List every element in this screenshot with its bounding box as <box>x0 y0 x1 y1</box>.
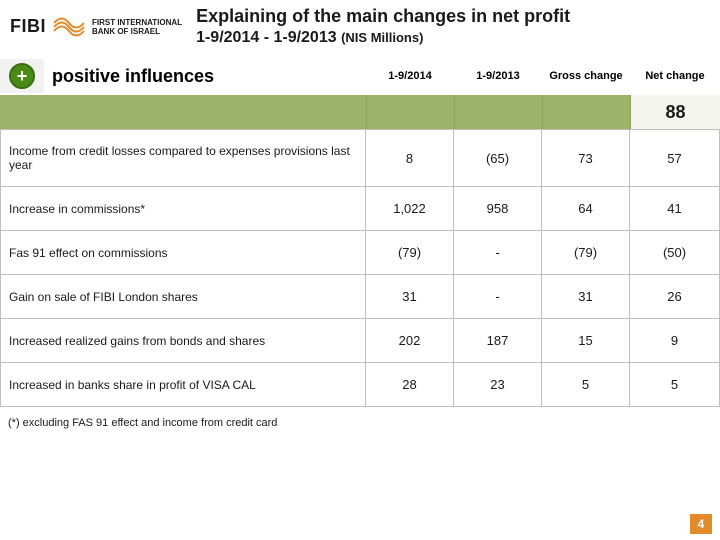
row-label: Income from credit losses compared to ex… <box>1 130 366 187</box>
table-cell: 5 <box>630 363 720 407</box>
table-cell: 64 <box>542 187 630 231</box>
col-header-2: 1-9/2013 <box>454 66 542 86</box>
title-units: (NIS Millions) <box>341 30 423 45</box>
col-header-4: Net change <box>630 66 720 86</box>
logo-icon <box>52 16 86 38</box>
table-cell: 31 <box>542 275 630 319</box>
table-row: Gain on sale of FIBI London shares31-312… <box>1 275 720 319</box>
table-cell: 26 <box>630 275 720 319</box>
row-label: Fas 91 effect on commissions <box>1 231 366 275</box>
col-header-1: 1-9/2014 <box>366 66 454 86</box>
row-label: Increased in banks share in profit of VI… <box>1 363 366 407</box>
table-cell: 9 <box>630 319 720 363</box>
table-cell: 28 <box>366 363 454 407</box>
table-cell: - <box>454 231 542 275</box>
table-cell: 1,022 <box>366 187 454 231</box>
table-cell: 202 <box>366 319 454 363</box>
table-row: Fas 91 effect on commissions(79)-(79)(50… <box>1 231 720 275</box>
data-table: Income from credit losses compared to ex… <box>0 129 720 407</box>
summary-cell-1 <box>366 95 454 129</box>
table-cell: 31 <box>366 275 454 319</box>
table-cell: 41 <box>630 187 720 231</box>
logo-text: FIBI <box>10 16 46 37</box>
title-line2: 1-9/2014 - 1-9/2013 (NIS Millions) <box>196 29 570 47</box>
table-cell: 23 <box>454 363 542 407</box>
col-header-3: Gross change <box>542 66 630 86</box>
header: FIBI FIRST INTERNATIONAL BANK OF ISRAEL … <box>0 0 720 51</box>
table-cell: 73 <box>542 130 630 187</box>
table-cell: (79) <box>542 231 630 275</box>
table-cell: 5 <box>542 363 630 407</box>
table-cell: 958 <box>454 187 542 231</box>
summary-band: 88 <box>0 95 720 129</box>
logo-subline2: BANK OF ISRAEL <box>92 27 182 36</box>
title-period: 1-9/2014 - 1-9/2013 <box>196 29 337 46</box>
row-label: Increase in commissions* <box>1 187 366 231</box>
section-title: positive influences <box>52 66 366 87</box>
table-row: Increased realized gains from bonds and … <box>1 319 720 363</box>
summary-cell-3 <box>542 95 630 129</box>
table-row: Increase in commissions*1,0229586441 <box>1 187 720 231</box>
table-cell: 57 <box>630 130 720 187</box>
logo-subline1: FIRST INTERNATIONAL <box>92 18 182 27</box>
plus-cell: + <box>0 59 44 93</box>
logo-block: FIBI FIRST INTERNATIONAL BANK OF ISRAEL <box>10 16 182 38</box>
summary-cell-2 <box>454 95 542 129</box>
logo-subtext: FIRST INTERNATIONAL BANK OF ISRAEL <box>92 18 182 36</box>
row-label: Increased realized gains from bonds and … <box>1 319 366 363</box>
column-headers: 1-9/2014 1-9/2013 Gross change Net chang… <box>366 66 720 86</box>
section-row: + positive influences 1-9/2014 1-9/2013 … <box>0 59 720 93</box>
table-cell: 187 <box>454 319 542 363</box>
plus-icon: + <box>9 63 35 89</box>
table-cell: - <box>454 275 542 319</box>
summary-net-change: 88 <box>630 95 720 129</box>
title-line1: Explaining of the main changes in net pr… <box>196 6 570 27</box>
table-cell: (79) <box>366 231 454 275</box>
page-number: 4 <box>690 514 712 534</box>
row-label: Gain on sale of FIBI London shares <box>1 275 366 319</box>
table-row: Income from credit losses compared to ex… <box>1 130 720 187</box>
table-cell: (50) <box>630 231 720 275</box>
footnote: (*) excluding FAS 91 effect and income f… <box>8 417 712 429</box>
table-cell: (65) <box>454 130 542 187</box>
title-block: Explaining of the main changes in net pr… <box>196 6 570 47</box>
table-cell: 8 <box>366 130 454 187</box>
table-cell: 15 <box>542 319 630 363</box>
table-row: Increased in banks share in profit of VI… <box>1 363 720 407</box>
